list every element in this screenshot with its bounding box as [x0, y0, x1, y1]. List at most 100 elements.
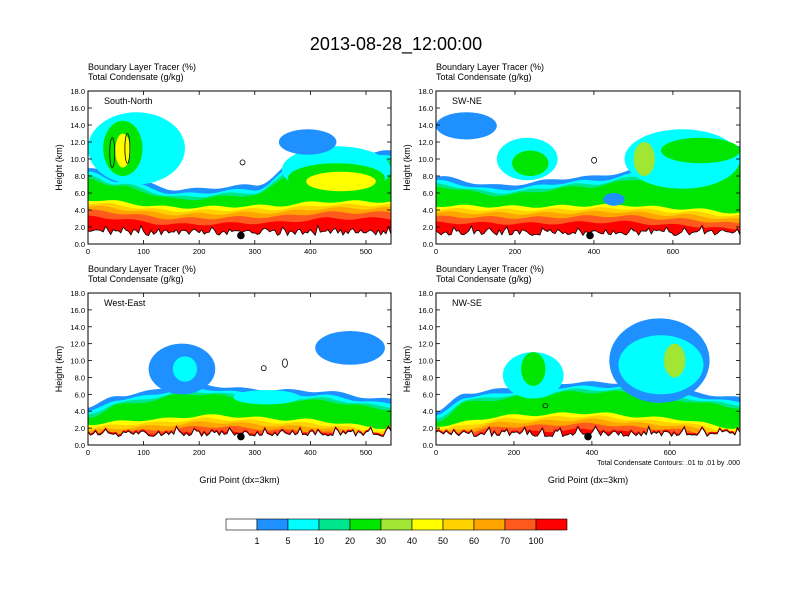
y-tick-label: 14.0 — [70, 121, 85, 130]
y-tick-label: 10.0 — [70, 357, 85, 366]
y-tick-label: 0.0 — [423, 441, 433, 450]
figure-title: 2013-08-28_12:00:00 — [310, 34, 482, 55]
panel-name: West-East — [104, 298, 146, 308]
y-tick-label: 4.0 — [423, 206, 433, 215]
x-tick-label: 600 — [667, 247, 680, 256]
colorbar-swatch — [318, 518, 351, 531]
y-axis-label: Height (km) — [402, 346, 412, 393]
x-tick-label: 400 — [304, 448, 317, 457]
terrain — [436, 426, 740, 445]
y-axis-label: Height (km) — [54, 144, 64, 191]
x-tick-label: 0 — [86, 448, 90, 457]
condensate-contour — [239, 159, 246, 166]
x-tick-label: 200 — [509, 247, 522, 256]
tracer-field — [436, 318, 740, 445]
tracer-field — [88, 331, 391, 445]
colorbar-label: 60 — [469, 536, 479, 546]
y-tick-label: 4.0 — [423, 407, 433, 416]
x-tick-label: 400 — [586, 448, 599, 457]
y-tick-label: 2.0 — [423, 223, 433, 232]
tracer-plume — [512, 150, 549, 176]
condensate-contour — [124, 133, 131, 164]
x-tick-label: 200 — [193, 247, 206, 256]
panel-name: NW-SE — [452, 298, 482, 308]
field-label: Total Condensate (g/kg) — [436, 72, 532, 82]
colorbar-swatch — [535, 518, 568, 531]
y-tick-label: 14.0 — [418, 323, 433, 332]
y-tick-label: 0.0 — [75, 240, 85, 249]
location-marker — [237, 231, 245, 240]
y-tick-label: 12.0 — [418, 138, 433, 147]
field-label: Boundary Layer Tracer (%) — [436, 62, 544, 72]
y-tick-label: 4.0 — [75, 407, 85, 416]
y-tick-label: 14.0 — [418, 121, 433, 130]
x-tick-label: 500 — [360, 448, 373, 457]
y-tick-label: 0.0 — [423, 240, 433, 249]
tracer-plume — [436, 112, 497, 140]
x-axis-label: Grid Point (dx=3km) — [548, 475, 628, 485]
field-label: Boundary Layer Tracer (%) — [88, 264, 196, 274]
tracer-plume — [306, 171, 376, 192]
y-tick-label: 8.0 — [423, 373, 433, 382]
y-tick-label: 18.0 — [418, 87, 433, 96]
panel-sw-ne: SW-NE Boundary Layer Tracer (%)Total Cond… — [402, 62, 741, 256]
x-tick-label: 500 — [360, 247, 373, 256]
x-tick-label: 200 — [193, 448, 206, 457]
y-tick-label: 6.0 — [75, 189, 85, 198]
colorbar-swatch — [473, 518, 506, 531]
colorbar-label: 50 — [438, 536, 448, 546]
x-tick-label: 0 — [434, 448, 438, 457]
y-tick-label: 8.0 — [423, 172, 433, 181]
tracer-plume — [618, 335, 704, 395]
tracer-plume — [664, 343, 686, 378]
field-label: Boundary Layer Tracer (%) — [88, 62, 196, 72]
tracer-plume — [315, 331, 385, 365]
y-tick-label: 6.0 — [423, 189, 433, 198]
terrain-outline — [88, 224, 391, 237]
panel-name: SW-NE — [452, 96, 482, 106]
colorbar-label: 40 — [407, 536, 417, 546]
y-tick-label: 18.0 — [418, 289, 433, 298]
location-marker — [237, 432, 245, 441]
contour-note: Total Condensate Contours: .01 to .01 by… — [597, 460, 740, 467]
y-tick-label: 8.0 — [75, 172, 85, 181]
field-label: Total Condensate (g/kg) — [88, 72, 184, 82]
y-tick-label: 2.0 — [75, 424, 85, 433]
colorbar-label: 70 — [500, 536, 510, 546]
y-tick-label: 16.0 — [418, 104, 433, 113]
x-tick-label: 600 — [664, 448, 677, 457]
y-tick-label: 0.0 — [75, 441, 85, 450]
tracer-field — [88, 112, 391, 244]
x-tick-label: 0 — [434, 247, 438, 256]
colorbar-label: 1 — [254, 536, 259, 546]
tracer-plume — [603, 193, 625, 206]
tracer-plume — [172, 356, 198, 382]
plot-frame — [87, 292, 392, 446]
y-tick-label: 16.0 — [70, 306, 85, 315]
tracer-plume — [233, 390, 301, 405]
y-tick-label: 16.0 — [418, 306, 433, 315]
y-tick-label: 4.0 — [75, 206, 85, 215]
y-tick-label: 10.0 — [418, 357, 433, 366]
colorbar-swatch — [287, 518, 320, 531]
colorbar-swatch — [442, 518, 475, 531]
tracer-plume — [115, 133, 131, 168]
colorbar-label: 10 — [314, 536, 324, 546]
plot-frame — [87, 90, 392, 245]
panel-name: South-North — [104, 96, 153, 106]
field-label: Total Condensate (g/kg) — [436, 274, 532, 284]
condensate-contour — [591, 156, 597, 164]
colorbar-label: 100 — [528, 536, 543, 546]
x-tick-label: 400 — [588, 247, 601, 256]
colorbar-label: 30 — [376, 536, 386, 546]
y-tick-label: 18.0 — [70, 87, 85, 96]
x-tick-label: 400 — [304, 247, 317, 256]
colorbar-swatch — [225, 518, 258, 531]
plot-frame — [435, 292, 741, 446]
x-tick-label: 100 — [137, 247, 150, 256]
colorbar-swatch — [349, 518, 382, 531]
condensate-contour — [282, 358, 288, 368]
y-tick-label: 2.0 — [423, 424, 433, 433]
y-tick-label: 10.0 — [70, 155, 85, 164]
x-axis-label: Grid Point (dx=3km) — [199, 475, 279, 485]
